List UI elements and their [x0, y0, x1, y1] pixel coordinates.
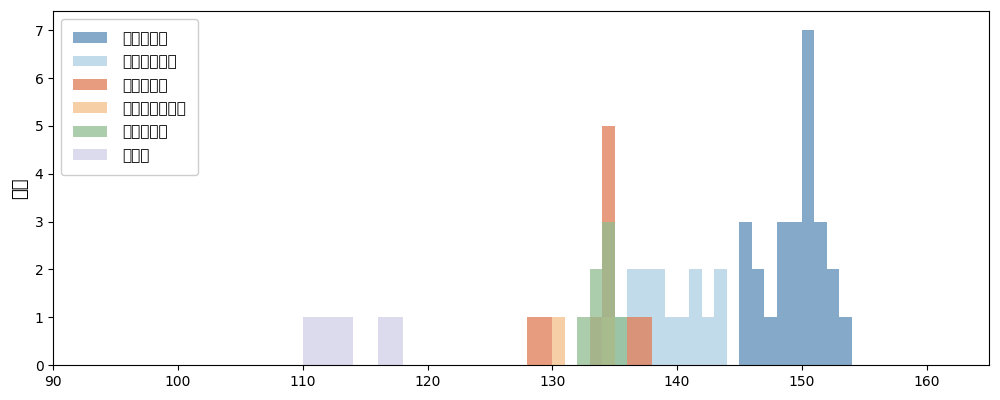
Bar — [315, 317, 328, 365]
Bar — [602, 222, 615, 365]
Bar — [677, 317, 689, 365]
Legend: ストレート, カットボール, スプリット, チェンジアップ, スライダー, カーブ: ストレート, カットボール, スプリット, チェンジアップ, スライダー, カー… — [61, 19, 198, 175]
Bar — [577, 317, 590, 365]
Bar — [702, 317, 714, 365]
Bar — [602, 317, 615, 365]
Bar — [590, 270, 602, 365]
Bar — [540, 317, 552, 365]
Bar — [527, 317, 540, 365]
Bar — [552, 317, 565, 365]
Bar — [378, 317, 390, 365]
Y-axis label: 球数: 球数 — [11, 177, 29, 199]
Bar — [590, 317, 602, 365]
Bar — [814, 222, 827, 365]
Bar — [764, 317, 777, 365]
Bar — [777, 222, 789, 365]
Bar — [303, 317, 315, 365]
Bar — [802, 30, 814, 365]
Bar — [390, 317, 403, 365]
Bar — [689, 270, 702, 365]
Bar — [340, 317, 353, 365]
Bar — [665, 317, 677, 365]
Bar — [328, 317, 340, 365]
Bar — [615, 317, 627, 365]
Bar — [627, 317, 640, 365]
Bar — [640, 317, 652, 365]
Bar — [602, 126, 615, 365]
Bar — [627, 270, 640, 365]
Bar — [615, 317, 627, 365]
Bar — [827, 270, 839, 365]
Bar — [652, 270, 665, 365]
Bar — [640, 270, 652, 365]
Bar — [839, 317, 852, 365]
Bar — [752, 270, 764, 365]
Bar — [714, 270, 727, 365]
Bar — [789, 222, 802, 365]
Bar — [739, 222, 752, 365]
